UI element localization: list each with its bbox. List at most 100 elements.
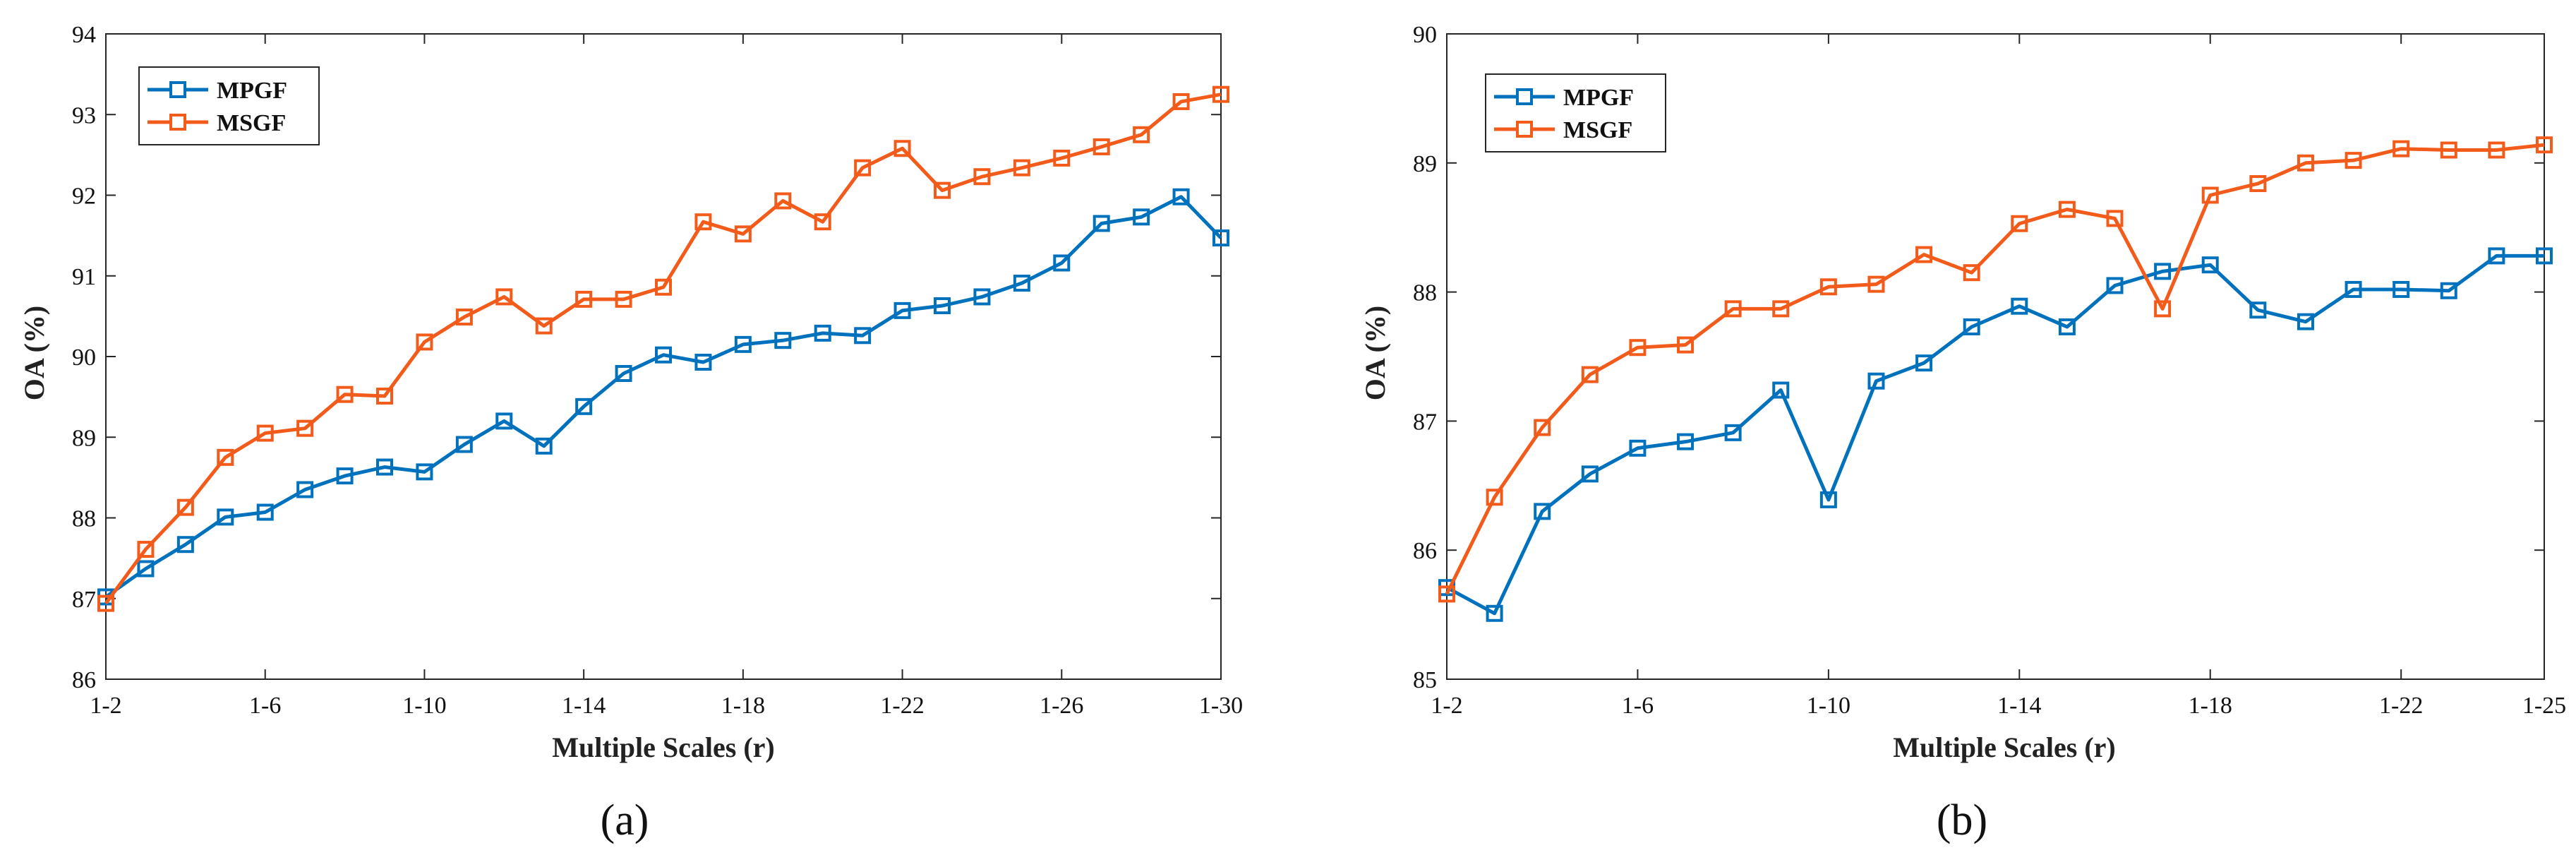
chart-a-xtick-label: 1-22 [880, 693, 924, 719]
chart-b-series-msgf-point [2488, 141, 2505, 159]
chart-a-series-msgf-point [814, 213, 831, 231]
chart-a-xtick-label: 1-30 [1199, 693, 1243, 719]
chart-a-ylabel: OA (%) [18, 306, 50, 400]
chart-b-xlabel: Multiple Scales (r) [1893, 731, 2116, 763]
chart-b-series-msgf-point [1915, 246, 1933, 263]
chart-a-series-msgf-point [1053, 149, 1071, 167]
chart-a-series-mpgf-point [973, 288, 991, 306]
chart-b-series-msgf-point [2201, 186, 2219, 204]
chart-a-series-mpgf-point [296, 481, 314, 498]
chart-panel-a: OA (%) Multiple Scales (r) (a) 86 87 88 89 9… [18, 22, 1243, 844]
chart-b-series-mpgf-point [1915, 354, 1933, 372]
chart-a-series-msgf-point [455, 309, 473, 326]
chart-a-series-mpgf-point [1053, 254, 1071, 272]
chart-a-series-msgf-point [1172, 92, 1190, 110]
chart-b-series-mpgf-point [2297, 313, 2314, 330]
chart-a-xtick-label: 1-6 [249, 693, 281, 719]
chart-b-series-msgf-point [1677, 336, 1695, 354]
chart-b-ytick-label: 85 [1413, 667, 1437, 693]
chart-a-xlabel: Multiple Scales (r) [552, 731, 775, 763]
chart-a-series-mpgf-point [1013, 275, 1030, 292]
chart-b-series-mpgf-point [2201, 256, 2219, 274]
chart-a-ytick-label: 91 [72, 264, 96, 290]
chart-a-series-msgf-point [495, 288, 513, 306]
chart-b-series-mpgf-point [2058, 318, 2076, 335]
chart-a-series-mpgf-point [137, 560, 155, 578]
chart-b-series-mpgf-point [1486, 604, 1503, 622]
chart-a-series-mpgf-point [495, 412, 513, 430]
chart-a-series-mpgf-point [734, 335, 752, 353]
chart-a-series-mpgf-line [104, 195, 1222, 599]
chart-b-xtick-label: 1-18 [2189, 693, 2232, 719]
chart-a-xtick-label: 1-2 [90, 693, 121, 719]
chart-a-series-msgf-point [575, 290, 593, 308]
chart-a-series-msgf-point [1133, 126, 1150, 143]
chart-a-series-mpgf-point [615, 364, 632, 382]
chart-b-ytick-label: 87 [1413, 409, 1437, 435]
chart-b-series-mpgf-point [2488, 247, 2505, 265]
chart-a-series-msgf-line [104, 92, 1222, 605]
chart-a-xtick-label: 1-26 [1040, 693, 1083, 719]
chart-b-xtick-label: 1-25 [2522, 693, 2566, 719]
chart-a-series-msgf-point [416, 333, 433, 351]
chart-a-series-msgf-point [694, 213, 712, 231]
chart-b-xtick-label: 1-22 [2379, 693, 2423, 719]
chart-a-panel-label: (a) [601, 796, 649, 844]
chart-b-legend-mpgf-label: MPGF [1563, 85, 1634, 111]
chart-b-series-msgf-point [1629, 339, 1647, 357]
chart-b-series-msgf-point [1867, 275, 1885, 293]
chart-b-series-mpgf-point [2011, 297, 2028, 315]
chart-b-series-msgf-point [2011, 215, 2028, 232]
chart-b-series-mpgf-point [1581, 465, 1599, 483]
chart-a-xtick-label: 1-10 [402, 693, 446, 719]
chart-a-series-mpgf-point [376, 458, 393, 476]
chart-b-series-mpgf-point [1534, 503, 1551, 520]
chart-a-legend-mpgf-marker [169, 81, 186, 98]
chart-b-legend-mpgf-marker [1516, 88, 1533, 105]
chart-b-series-mpgf-point [1724, 424, 1742, 441]
chart-b-series-mpgf-point [1963, 318, 1980, 335]
chart-b-series-mpgf-point [1677, 433, 1695, 450]
chart-a-series-msgf-point [535, 317, 553, 335]
chart-a-series-msgf-point [934, 181, 951, 199]
chart-b-series-msgf-point [1963, 264, 1980, 282]
chart-a-legend-msgf-marker [169, 114, 186, 131]
chart-b-series-msgf-point [2393, 140, 2410, 157]
chart-b-series-mpgf-point [1629, 439, 1647, 457]
chart-a-series-mpgf-point [217, 508, 234, 526]
chart-b-series-msgf-point [2536, 136, 2553, 154]
chart-b-series-mpgf-point [2154, 263, 2172, 280]
chart-a-ytick-label: 89 [72, 425, 96, 451]
chart-a-ytick-label: 86 [72, 667, 96, 693]
chart-a-series-mpgf-point [934, 297, 951, 315]
chart-a-series-mpgf-point [535, 437, 553, 455]
chart-b-series-mpgf-point [1819, 491, 1837, 508]
chart-panel-b: OA (%) Multiple Scales (r) (b) 85 86 87 88 8… [1359, 22, 2566, 844]
chart-a-legend-mpgf-label: MPGF [217, 78, 287, 104]
chart-b-series-mpgf-point [1772, 381, 1790, 399]
chart-a-series-mpgf-point [814, 324, 831, 342]
chart-b-legend-msgf-label: MSGF [1563, 117, 1632, 143]
chart-a-legend-box [138, 66, 320, 145]
chart-b-series-mpgf-point [2106, 277, 2124, 294]
chart-a-series-mpgf-point [256, 503, 274, 521]
chart-a-series-mpgf-point [854, 327, 872, 345]
chart-a-legend-msgf-label: MSGF [217, 110, 286, 136]
chart-b-ylabel: OA (%) [1359, 306, 1391, 400]
chart-a-series-mpgf-point [176, 536, 194, 554]
chart-a-series-mpgf-point [455, 436, 473, 453]
chart-a-series-msgf-point [973, 168, 991, 186]
chart-b-ytick-label: 89 [1413, 151, 1437, 177]
chart-b-series-mpgf-point [2440, 282, 2457, 299]
chart-b-series-msgf-point [2440, 141, 2457, 159]
chart-b-xtick-label: 1-10 [1807, 693, 1850, 719]
chart-b-series-msgf-point [1438, 585, 1455, 603]
chart-b-series-msgf-point [1772, 300, 1790, 318]
chart-a-series-msgf-point [137, 541, 155, 558]
chart-a-series-msgf-point [734, 225, 752, 243]
chart-a-series-msgf-point [1093, 138, 1110, 155]
chart-a-series-msgf-point [256, 424, 274, 442]
chart-a-series-msgf-point [176, 498, 194, 516]
chart-b-ytick-label: 86 [1413, 538, 1437, 564]
